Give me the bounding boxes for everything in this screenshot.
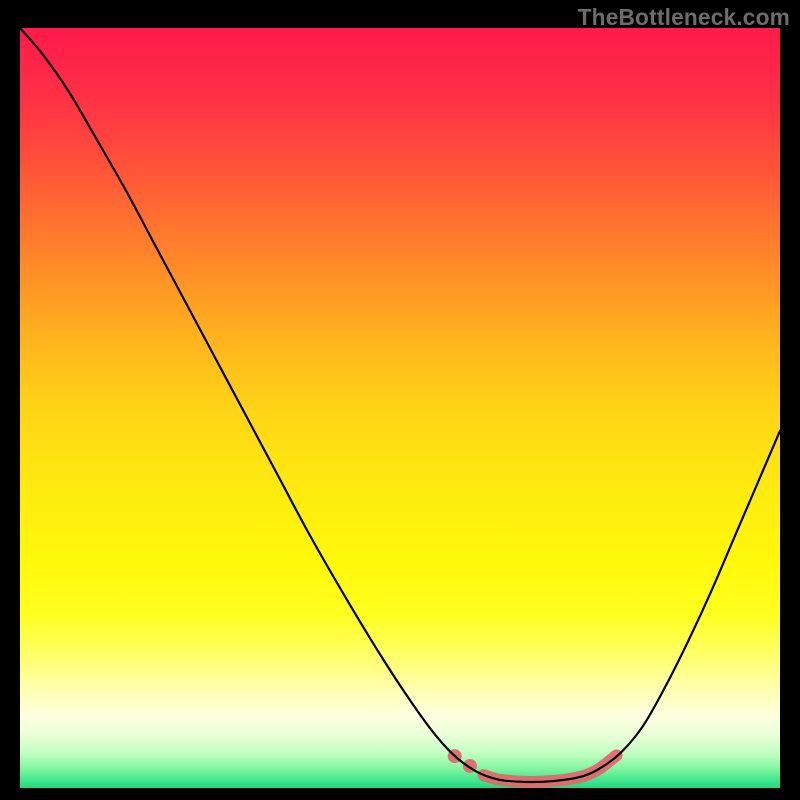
frame-right xyxy=(780,0,800,800)
bottleneck-curve-chart xyxy=(0,0,800,800)
figure-root: TheBottleneck.com xyxy=(0,0,800,800)
gradient-background xyxy=(20,28,780,788)
watermark-text: TheBottleneck.com xyxy=(578,4,790,31)
frame-left xyxy=(0,0,20,800)
frame-bottom xyxy=(0,788,800,800)
